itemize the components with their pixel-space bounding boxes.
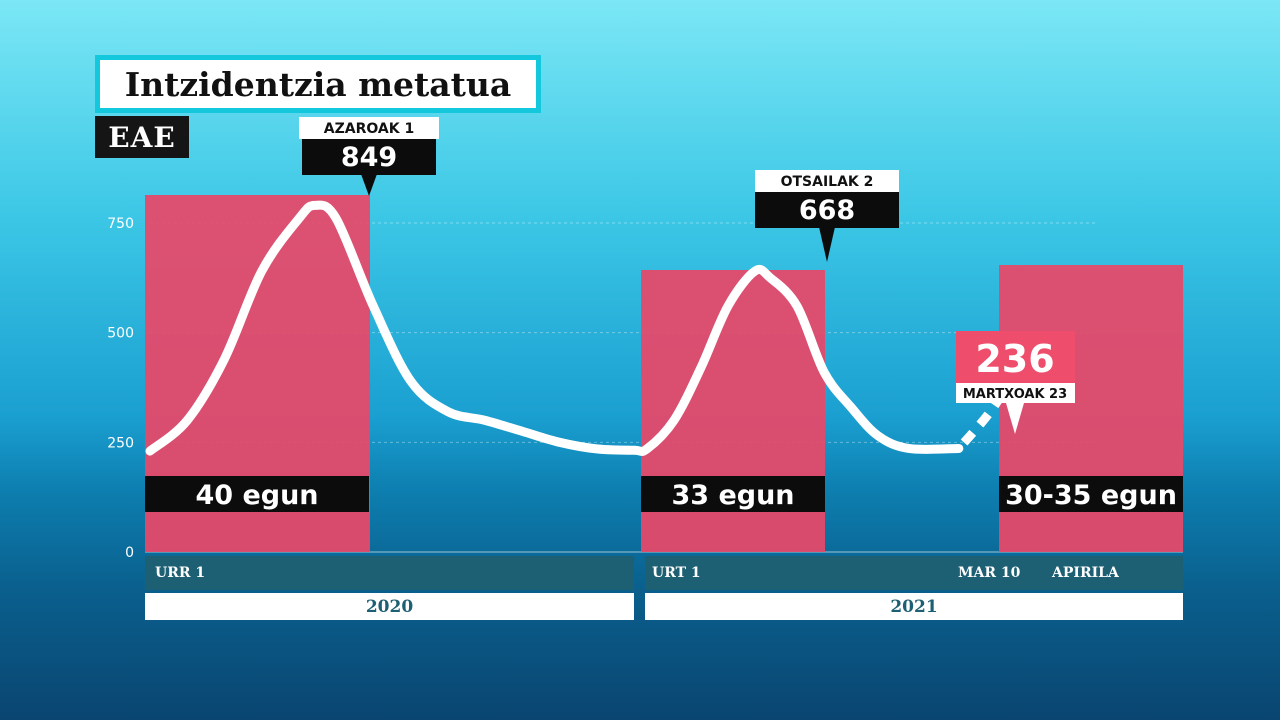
callout-pointer — [361, 174, 377, 196]
y-tick-label: 500 — [107, 326, 134, 342]
callout-value: 849 — [341, 142, 397, 173]
period-labels: 40 egun 33 egun 30-35 egun — [145, 476, 1183, 512]
callout-date: OTSAILAK 2 — [781, 174, 874, 190]
x-axis-strip-2021 — [645, 556, 1183, 590]
callout-date: AZAROAK 1 — [324, 121, 414, 137]
y-tick-label: 750 — [107, 216, 134, 232]
period-label: 40 egun — [195, 480, 318, 511]
period-label-box — [145, 476, 369, 512]
callout-date-box — [299, 117, 439, 139]
period-label-box — [641, 476, 825, 512]
series-line — [145, 200, 964, 456]
period-label-box — [999, 476, 1183, 512]
callout-value-box — [302, 139, 436, 175]
y-tick-label: 250 — [107, 435, 134, 451]
peak-callout-1: AZAROAK 1 849 — [299, 117, 439, 196]
period-label: 33 egun — [671, 480, 794, 511]
callout-date-box — [755, 170, 899, 192]
x-tick-label: URT 1 — [652, 565, 701, 581]
region-badge: EAE — [95, 116, 189, 158]
period-label: 30-35 egun — [1005, 480, 1177, 511]
y-tick-label: 0 — [125, 545, 134, 561]
latest-callout: 236 MARTXOAK 23 — [956, 331, 1075, 434]
x-tick-label: URR 1 — [155, 565, 206, 581]
title-frame: Intzidentzia metatua — [95, 55, 541, 113]
y-axis-ticks: 0 250 500 750 — [107, 216, 134, 561]
year-label: 2021 — [645, 593, 1183, 620]
year-label: 2020 — [145, 593, 634, 620]
callout-value: 668 — [799, 195, 855, 226]
peak-callout-2: OTSAILAK 2 668 — [755, 170, 899, 262]
latest-date-box — [956, 383, 1075, 403]
chart-title: Intzidentzia metatua — [100, 60, 536, 108]
latest-date: MARTXOAK 23 — [963, 387, 1067, 402]
x-tick-label: APIRILA — [1052, 565, 1119, 581]
x-tick-label: MAR 10 — [958, 565, 1021, 581]
x-axis-strip-2020 — [145, 556, 634, 590]
callout-pointer — [819, 227, 835, 262]
latest-pointer — [1006, 403, 1024, 434]
latest-value: 236 — [975, 337, 1054, 381]
callouts: AZAROAK 1 849 OTSAILAK 2 668 236 MARTXOAK 23 — [299, 117, 1075, 434]
latest-value-box — [956, 331, 1075, 383]
callout-value-box — [755, 192, 899, 228]
